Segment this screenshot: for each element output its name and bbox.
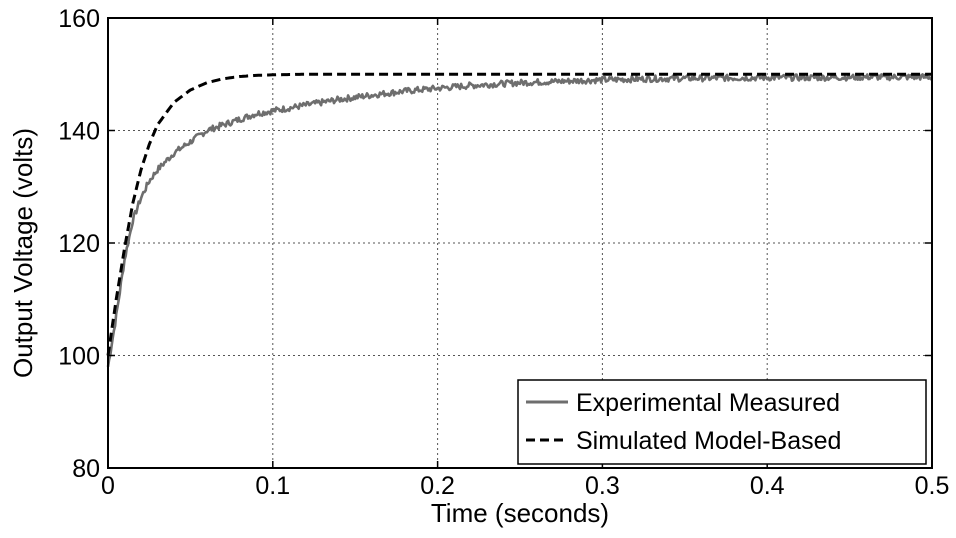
legend: Experimental Measured Simulated Model-Ba… bbox=[518, 380, 926, 464]
y-tick-label-3: 140 bbox=[58, 118, 100, 146]
y-tick-label-4: 160 bbox=[58, 5, 100, 33]
x-tick-label-5: 0.5 bbox=[915, 472, 950, 500]
x-tick-label-0: 0 bbox=[101, 472, 115, 500]
legend-label-experimental: Experimental Measured bbox=[576, 389, 840, 417]
legend-label-simulated: Simulated Model-Based bbox=[576, 427, 841, 455]
x-tick-label-1: 0.1 bbox=[255, 472, 290, 500]
y-axis-label: Output Voltage (volts) bbox=[8, 128, 38, 378]
series-line-experimental-measured bbox=[108, 74, 932, 367]
y-tick-label-1: 100 bbox=[58, 343, 100, 371]
x-axis-label: Time (seconds) bbox=[431, 498, 609, 528]
y-tick-label-0: 80 bbox=[72, 455, 100, 483]
x-tick-label-3: 0.3 bbox=[585, 472, 620, 500]
x-tick-label-4: 0.4 bbox=[750, 472, 785, 500]
plot-series bbox=[108, 74, 932, 367]
y-tick-label-2: 120 bbox=[58, 230, 100, 258]
series-line-simulated-model-based bbox=[108, 74, 932, 355]
x-tick-label-2: 0.2 bbox=[420, 472, 455, 500]
